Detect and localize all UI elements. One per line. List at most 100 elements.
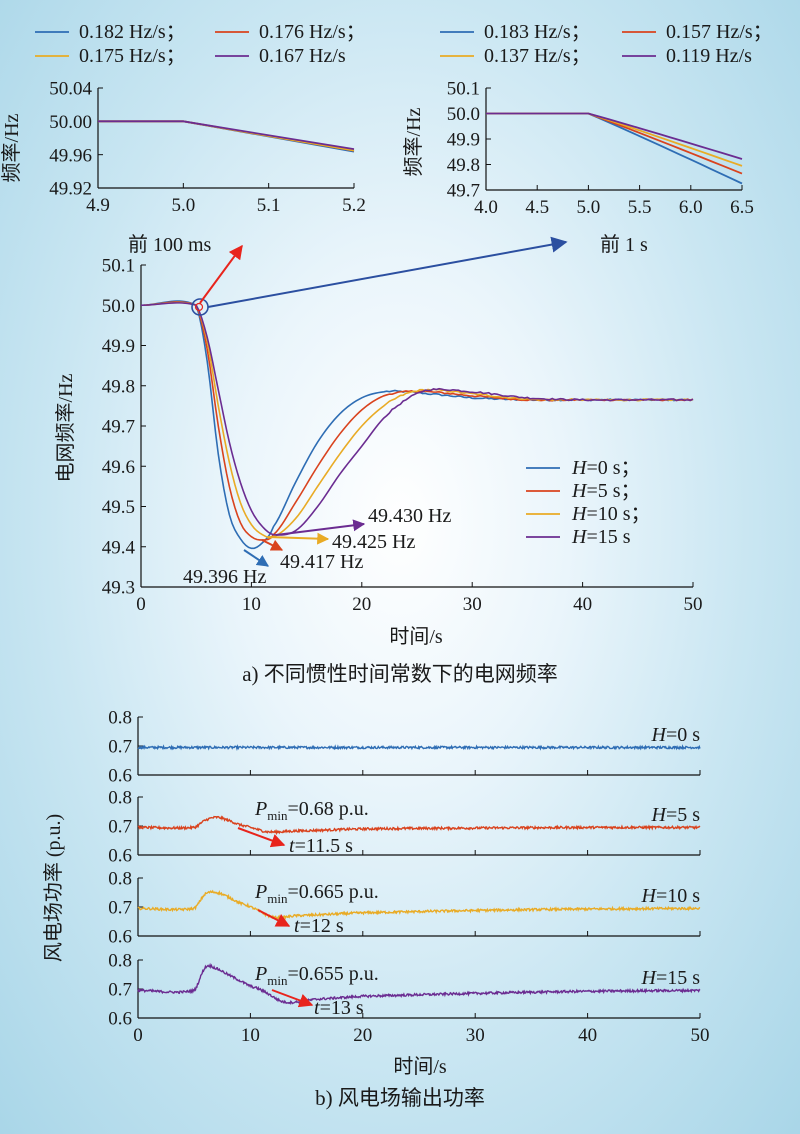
main-xtick-label: 10: [242, 594, 261, 615]
inset2-legend-label: 0.137 Hz/s；: [484, 45, 591, 67]
power-subplot-xtick-label: 50: [691, 1025, 710, 1046]
inset2-legend: 0.183 Hz/s； 0.157 Hz/s； 0.137 Hz/s； 0.119 H…: [440, 21, 773, 67]
power-subplot: 0 10 20 30 40 50 0.6 0.7 0.8 H=15 s Pmin=0.655 p.u…: [108, 951, 709, 1046]
inset1-series-line: [98, 120, 355, 153]
inset2-ytick-label: 50.1: [447, 79, 480, 100]
tmin-label: t=12 s: [294, 915, 344, 937]
power-subplot-ytick-label: 0.8: [108, 951, 132, 972]
main-ytick-label: 49.8: [102, 376, 135, 397]
main-legend-label: H=10 s；: [571, 503, 651, 525]
main-xtick-label: 0: [136, 594, 146, 615]
min-annotation-label: 49.425 Hz: [332, 531, 415, 553]
inset2-ytick-label: 50.0: [447, 104, 480, 125]
zoom-label-100ms: 前 100 ms: [128, 233, 212, 256]
pmin-label: Pmin=0.655 p.u.: [254, 963, 379, 988]
power-series-line: [137, 744, 701, 751]
tmin-label: t=11.5 s: [289, 835, 353, 857]
main-ytick-label: 49.7: [102, 417, 135, 438]
power-subplot-ytick-label: 0.7: [108, 737, 132, 758]
power-subplot-xtick-label: 0: [133, 1025, 143, 1046]
pmin-label: Pmin=0.665 p.u.: [254, 881, 379, 906]
min-annotation-arrow: [275, 519, 366, 536]
power-h-label: H=15 s: [640, 967, 700, 989]
inset2-xtick-label: 4.0: [474, 197, 498, 218]
inset2-legend-label: 0.157 Hz/s；: [666, 21, 773, 43]
pmin-arrow: [257, 909, 291, 927]
power-subplot-ytick-label: 0.8: [108, 788, 132, 809]
inset1-legend: 0.182 Hz/s； 0.176 Hz/s； 0.175 Hz/s； 0.167 H…: [35, 21, 366, 67]
power-h-label: H=5 s: [650, 804, 700, 826]
inset2-ytick-label: 49.8: [447, 155, 480, 176]
inset2-ytick-label: 49.7: [447, 181, 480, 202]
main-legend-label: H=0 s；: [571, 457, 641, 479]
power-subplot-ytick-label: 0.7: [108, 817, 132, 838]
wind-power-panel: 0.6 0.7 0.8 H=0 s 0.6 0.7 0.8 H=5 s Pmin=0.68 p.…: [108, 708, 709, 1046]
main-legend-label: H=15 s: [571, 526, 631, 548]
inset1-legend-label: 0.176 Hz/s；: [259, 21, 366, 43]
tmin-label: t=13 s: [314, 997, 364, 1019]
inset1-ytick-label: 50.04: [49, 79, 92, 100]
inset-first-1s: 0.183 Hz/s； 0.157 Hz/s； 0.137 Hz/s； 0.119 H…: [402, 21, 773, 218]
power-h-label: H=10 s: [640, 885, 700, 907]
main-ytick-label: 49.9: [102, 336, 135, 357]
main-ytick-label: 49.5: [102, 497, 135, 518]
power-subplot: 0.6 0.7 0.8 H=5 s Pmin=0.68 p.u. t=11.5 s: [108, 788, 701, 867]
power-subplot-ytick-label: 0.8: [108, 869, 132, 890]
inset2-ylabel: 频率/Hz: [402, 107, 425, 176]
main-ytick-label: 49.3: [102, 578, 135, 599]
power-subplot-xtick-label: 30: [466, 1025, 485, 1046]
inset1-series-line: [98, 120, 355, 151]
min-annotation-label: 49.430 Hz: [368, 505, 451, 527]
inset1-xtick-label: 5.1: [257, 195, 281, 216]
min-annotation-arrow: [261, 539, 284, 551]
main-frequency-plot: 0 10 20 30 40 50 49.3 49.4 49.5 49.6 49.7 49.8 49.9 5…: [102, 256, 703, 615]
inset1-legend-label: 0.167 Hz/s: [259, 45, 346, 67]
arrow-to-1s: [207, 236, 568, 308]
min-annotation-label: 49.396 Hz: [183, 566, 266, 588]
power-subplot-ytick-label: 0.6: [108, 766, 132, 787]
inset2-xtick-label: 6.0: [679, 197, 703, 218]
inset1-xtick-label: 4.9: [86, 195, 110, 216]
pmin-arrow: [237, 827, 286, 848]
inset2-plot: 4.0 4.5 5.0 5.5 6.0 6.5 49.7 49.8 49.9 50.0 50.1: [447, 79, 754, 218]
inset1-series-line: [98, 120, 355, 152]
min-annotation-arrow: [267, 532, 330, 545]
main-xtick-label: 40: [573, 594, 592, 615]
caption-a: a) 不同惯性时间常数下的电网频率: [242, 662, 558, 686]
power-subplot-xtick-label: 10: [241, 1025, 260, 1046]
main-ytick-label: 49.4: [102, 537, 136, 558]
inset2-series-line: [486, 112, 743, 185]
inset1-xtick-label: 5.2: [342, 195, 366, 216]
main-ytick-label: 50.0: [102, 296, 135, 317]
inset2-legend-label: 0.119 Hz/s: [666, 45, 752, 67]
power-subplot-ytick-label: 0.6: [108, 846, 132, 867]
power-subplot-ytick-label: 0.6: [108, 927, 132, 948]
inset1-xtick-label: 5.0: [171, 195, 195, 216]
inset2-ytick-label: 49.9: [447, 130, 480, 151]
power-h-label: H=0 s: [650, 724, 700, 746]
inset1-legend-label: 0.175 Hz/s；: [79, 45, 186, 67]
inset1-ytick-label: 49.96: [49, 145, 92, 166]
power-series-line: [137, 815, 701, 836]
main-xlabel: 时间/s: [389, 625, 443, 648]
main-ylabel: 电网频率/Hz: [54, 373, 77, 482]
power-subplot-ytick-label: 0.7: [108, 980, 132, 1001]
inset2-xtick-label: 5.0: [577, 197, 601, 218]
main-legend: H=0 s；H=5 s；H=10 s；H=15 s: [526, 457, 651, 548]
pmin-label: Pmin=0.68 p.u.: [254, 798, 369, 823]
inset2-xtick-label: 5.5: [628, 197, 652, 218]
inset2-xtick-label: 4.5: [525, 197, 549, 218]
zoom-circle-inner: [194, 302, 204, 312]
main-xtick-label: 50: [684, 594, 703, 615]
inset1-ytick-label: 49.92: [49, 179, 92, 200]
power-subplot: 0.6 0.7 0.8 H=10 s Pmin=0.665 p.u. t=12 s: [108, 869, 701, 948]
power-subplot-ytick-label: 0.8: [108, 708, 132, 729]
inset2-series-line: [486, 112, 743, 160]
inset1-legend-label: 0.182 Hz/s；: [79, 21, 186, 43]
main-ytick-label: 49.6: [102, 457, 135, 478]
main-xtick-label: 20: [352, 594, 371, 615]
inset1-plot: 4.9 5.0 5.1 5.2 49.92 49.96 50.00 50.04: [49, 79, 366, 216]
min-annotation-arrow: [243, 549, 269, 567]
zoom-label-1s: 前 1 s: [600, 233, 648, 256]
